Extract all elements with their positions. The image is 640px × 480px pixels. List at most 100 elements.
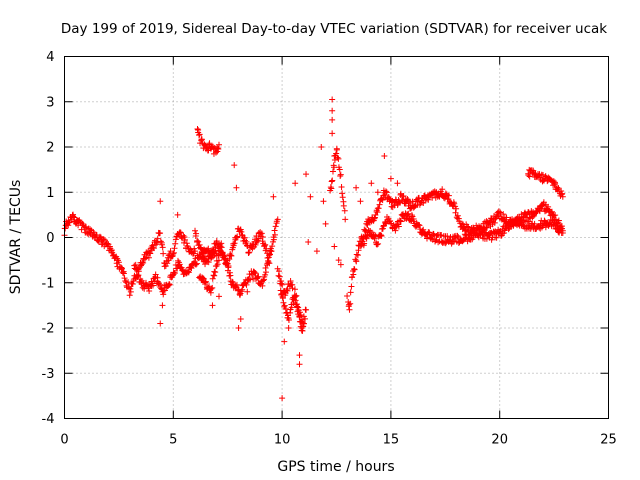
data-point	[350, 271, 357, 278]
data-point	[553, 220, 560, 227]
data-point	[329, 168, 336, 175]
data-point	[382, 188, 389, 195]
data-point	[225, 264, 232, 271]
data-point	[196, 131, 203, 138]
data-point	[405, 210, 412, 217]
data-point	[262, 241, 269, 248]
data-point-outlier	[329, 96, 336, 103]
data-point	[81, 224, 88, 231]
data-point	[243, 238, 250, 245]
data-point	[460, 236, 467, 243]
data-point	[337, 173, 344, 180]
data-point	[328, 178, 335, 185]
data-point	[270, 236, 277, 243]
data-point	[252, 270, 259, 277]
data-point	[378, 196, 385, 203]
x-tick-label: 15	[383, 433, 400, 448]
data-point	[303, 306, 310, 313]
data-point-outlier	[279, 395, 286, 402]
data-point	[208, 252, 215, 259]
data-point	[387, 217, 394, 224]
data-point	[202, 278, 209, 285]
data-point	[353, 251, 360, 258]
data-point	[205, 259, 212, 266]
data-point	[207, 255, 214, 262]
data-point	[278, 290, 285, 297]
data-point	[445, 192, 452, 199]
data-point	[118, 265, 125, 272]
data-point	[353, 258, 360, 265]
data-point	[209, 284, 216, 291]
data-point	[146, 287, 153, 294]
data-point	[196, 132, 203, 139]
data-point	[183, 240, 190, 247]
data-point-outlier	[174, 211, 181, 218]
data-point	[182, 236, 189, 243]
data-point	[549, 217, 556, 224]
data-point	[293, 292, 300, 299]
data-point	[290, 296, 297, 303]
data-point	[193, 260, 200, 267]
data-point-outlier	[235, 325, 242, 331]
data-point	[558, 188, 565, 195]
data-point	[174, 257, 181, 264]
data-point	[404, 196, 411, 203]
data-point	[193, 230, 200, 237]
data-point	[279, 295, 286, 302]
data-point	[379, 196, 386, 203]
data-point	[192, 248, 199, 255]
data-point	[274, 216, 281, 223]
data-point	[170, 249, 177, 256]
x-tick-label: 10	[274, 433, 291, 448]
data-point	[438, 238, 445, 245]
data-point	[134, 272, 141, 279]
data-point	[525, 218, 532, 225]
data-point	[196, 241, 203, 248]
data-point	[500, 211, 507, 218]
data-point	[347, 289, 354, 296]
data-point	[292, 293, 299, 300]
data-point	[342, 216, 349, 223]
data-point-outlier	[157, 198, 164, 205]
data-point	[198, 136, 205, 143]
data-point	[501, 230, 508, 237]
data-point	[162, 263, 169, 270]
data-point	[287, 277, 294, 284]
data-point	[363, 235, 370, 242]
data-point	[451, 200, 458, 207]
y-tick-label: 4	[46, 50, 54, 65]
data-point	[261, 242, 268, 249]
x-tick-label: 5	[169, 433, 177, 448]
data-point	[161, 287, 168, 294]
data-point	[259, 233, 266, 240]
data-point-outlier	[298, 325, 305, 331]
data-point	[158, 241, 165, 248]
data-point	[215, 141, 222, 148]
data-point	[549, 211, 556, 218]
data-point	[451, 238, 458, 245]
data-point	[197, 244, 204, 251]
data-point-outlier	[215, 293, 222, 300]
data-point	[552, 212, 559, 219]
data-point	[441, 239, 448, 246]
data-point	[252, 241, 259, 248]
chart-title: Day 199 of 2019, Sidereal Day-to-day VTE…	[61, 21, 607, 37]
data-point	[228, 252, 235, 259]
data-point	[119, 269, 126, 276]
data-point	[152, 271, 159, 278]
y-tick-label: 1	[46, 186, 54, 201]
data-point-outlier	[303, 171, 310, 178]
data-point	[335, 155, 342, 162]
data-point	[395, 223, 402, 230]
data-point	[328, 185, 335, 192]
data-point	[101, 237, 108, 244]
data-point	[96, 233, 103, 240]
data-point	[198, 245, 205, 252]
data-point	[503, 214, 510, 221]
data-point-outlier	[209, 302, 216, 309]
data-point	[375, 205, 382, 212]
data-point	[559, 190, 566, 197]
data-point	[214, 261, 221, 268]
data-point	[121, 275, 128, 282]
data-point	[170, 269, 177, 276]
